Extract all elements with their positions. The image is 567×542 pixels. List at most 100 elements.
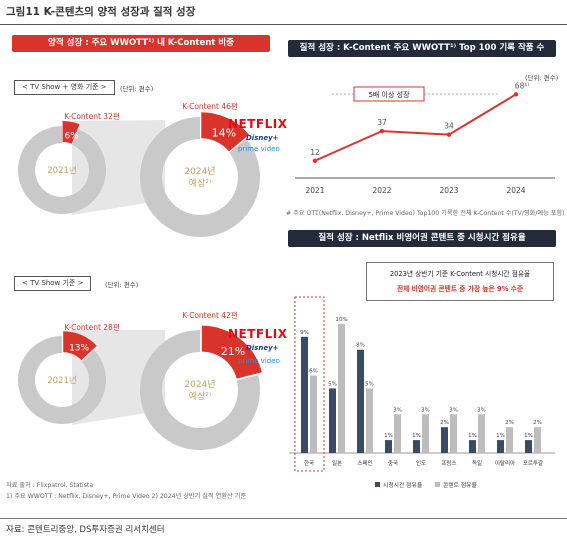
bar-category-label: 포르투갈 (523, 459, 543, 467)
bar-category-label: 독일 (472, 459, 482, 467)
callout-line-2: 전체 비영어권 콘텐트 중 가장 높은 9% 수준 (396, 285, 524, 293)
prime-video-logo: prime video (238, 145, 280, 153)
top-divider (0, 24, 567, 25)
donut-kcontent-slice (201, 325, 262, 379)
bar-value-label: 1% (524, 433, 533, 439)
line-value-label: 37 (377, 118, 387, 127)
bar-value-label: 10% (335, 317, 347, 323)
callout-line-1: 2023년 상반기 기준 K-Content 시청시간 점유율 (389, 270, 531, 278)
donut-center-label: 2021년 (47, 165, 76, 176)
bar-content-share (506, 427, 513, 453)
bar-content-share (534, 427, 541, 453)
donut-percent-label: 6% (65, 131, 80, 141)
bar-viewing-share (357, 349, 364, 453)
donut-kcontent-label: K-Content 28편 (64, 322, 120, 332)
disney-logo: Disney+ (246, 134, 279, 142)
netflix-logo: NETFLIX (228, 327, 288, 341)
bar-value-label: 8% (356, 343, 365, 349)
bar-value-label: 3% (421, 407, 430, 413)
donut-center-label: 예상²⁾ (189, 178, 211, 189)
bar-value-label: 5% (328, 381, 337, 387)
donut-percent-label: 21% (221, 345, 245, 358)
line-value-label: 12 (310, 148, 320, 157)
donut-other-slice (140, 117, 260, 237)
bar-value-label: 1% (412, 433, 421, 439)
donut-other-slice (18, 126, 107, 215)
x-tick-label: 2021 (305, 186, 324, 195)
bottom-divider (0, 518, 567, 519)
bar-category-label: 이탈리아 (495, 459, 515, 467)
bar-viewing-share (385, 440, 392, 453)
chart2-tag: < TV Show 기준 > (14, 276, 92, 291)
donut-kcontent-slice (63, 331, 97, 361)
bar-viewing-share (329, 388, 336, 453)
donut-kcontent-slice (62, 121, 80, 144)
line-chart-top100: 5배 이상 성장 12 2021 37 2022 34 2023 68¹⁾ 2024 (295, 81, 555, 195)
chart1-unit: (단위: 편수) (120, 85, 154, 93)
bar-category-label: 중국 (388, 460, 398, 467)
bar-content-share (394, 414, 401, 453)
x-tick-label: 2023 (439, 186, 458, 195)
highlight-box (294, 296, 325, 472)
donut-percent-label: 14% (212, 127, 236, 140)
line-point (513, 92, 519, 97)
bar-value-label: 3% (477, 407, 486, 413)
top-right-unit: (단위: 편수) (525, 74, 559, 82)
chart2-unit: (단위: 편수) (105, 281, 139, 289)
bar-content-share (310, 375, 317, 453)
legend-label-content: 콘텐트 점유율 (443, 481, 478, 489)
bar-content-share (478, 414, 485, 453)
line-point (379, 128, 385, 134)
bar-category-label: 프랑스 (441, 460, 456, 467)
donut-percent-label: 13% (69, 344, 89, 354)
callout-box: 2023년 상반기 기준 K-Content 시청시간 점유율 전체 비영어권 … (366, 262, 554, 301)
annotation-box (353, 86, 425, 102)
legend-label-viewing: 시청시간 점유율 (383, 481, 423, 489)
bar-content-share (450, 414, 457, 453)
bar-value-label: 5% (365, 381, 374, 387)
left-banner: 양적 성장 : 주요 WWOTT¹⁾ 내 K-Content 비중 (12, 35, 270, 52)
bar-chart-netflix-share: 9% 6% 한국 5% 10% 일본 8% 5% 스페인 1% 3% 중국 1% 3% 인도 2% 3% 프랑스 1… (289, 296, 555, 489)
x-tick-label: 2022 (372, 186, 391, 195)
bar-value-label: 1% (468, 433, 477, 439)
line-value-label: 68¹⁾ (515, 81, 530, 90)
donut-kcontent-label: K-Content 32편 (64, 111, 120, 121)
top-right-note: # 주요 OTT(Netflix, Disney+, Prime Video) … (286, 210, 565, 217)
bar-value-label: 6% (309, 369, 318, 375)
x-tick-label: 2024 (506, 186, 525, 195)
bar-value-label: 2% (440, 420, 449, 426)
bottom-right-banner: 질적 성장 : Netflix 비영어권 콘텐트 중 시청시간 점유율 (288, 230, 556, 247)
line-series (314, 93, 517, 162)
bar-value-label: 9% (300, 330, 309, 336)
legend-swatch-viewing (375, 482, 380, 487)
donut-kcontent-slice (201, 112, 250, 152)
bar-viewing-share (497, 440, 504, 453)
bar-viewing-share (301, 336, 308, 453)
line-point (446, 132, 452, 137)
bar-value-label: 3% (393, 407, 402, 413)
left-source-line-1: 자료 출처 : Flixpatrol, Statista (6, 482, 94, 489)
line-point (312, 158, 318, 163)
bar-content-share (422, 414, 429, 453)
bar-content-share (338, 323, 345, 453)
chart1-tag: < TV Show + 영화 기준 > (14, 80, 115, 95)
bar-viewing-share (469, 440, 476, 453)
line-value-label: 34 (444, 122, 454, 131)
donut-kcontent-label: K-Content 46편 (182, 101, 238, 111)
figure-title: 그림11 K-콘텐츠의 양적 성장과 질적 성장 (6, 6, 196, 18)
bar-category-label: 스페인 (357, 459, 372, 467)
bar-viewing-share (413, 440, 420, 453)
bar-value-label: 1% (496, 433, 505, 439)
top-right-banner: 질적 성장 : K-Content 주요 WWOTT¹⁾ Top 100 기록 … (288, 40, 556, 57)
bar-value-label: 3% (449, 407, 458, 413)
source-note: 자료: 콘텐트리중앙, DS투자증권 리서치센터 (6, 525, 165, 535)
bar-category-label: 한국 (304, 460, 314, 467)
bar-value-label: 1% (384, 433, 393, 439)
left-source-line-2: 1) 주요 WWOTT : Netflix, Disney+, Prime Vi… (6, 493, 247, 500)
disney-logo: Disney+ (246, 344, 279, 352)
bar-category-label: 일본 (332, 459, 342, 467)
bar-value-label: 2% (533, 420, 542, 426)
donut-center-label: 2024년 (184, 379, 215, 390)
